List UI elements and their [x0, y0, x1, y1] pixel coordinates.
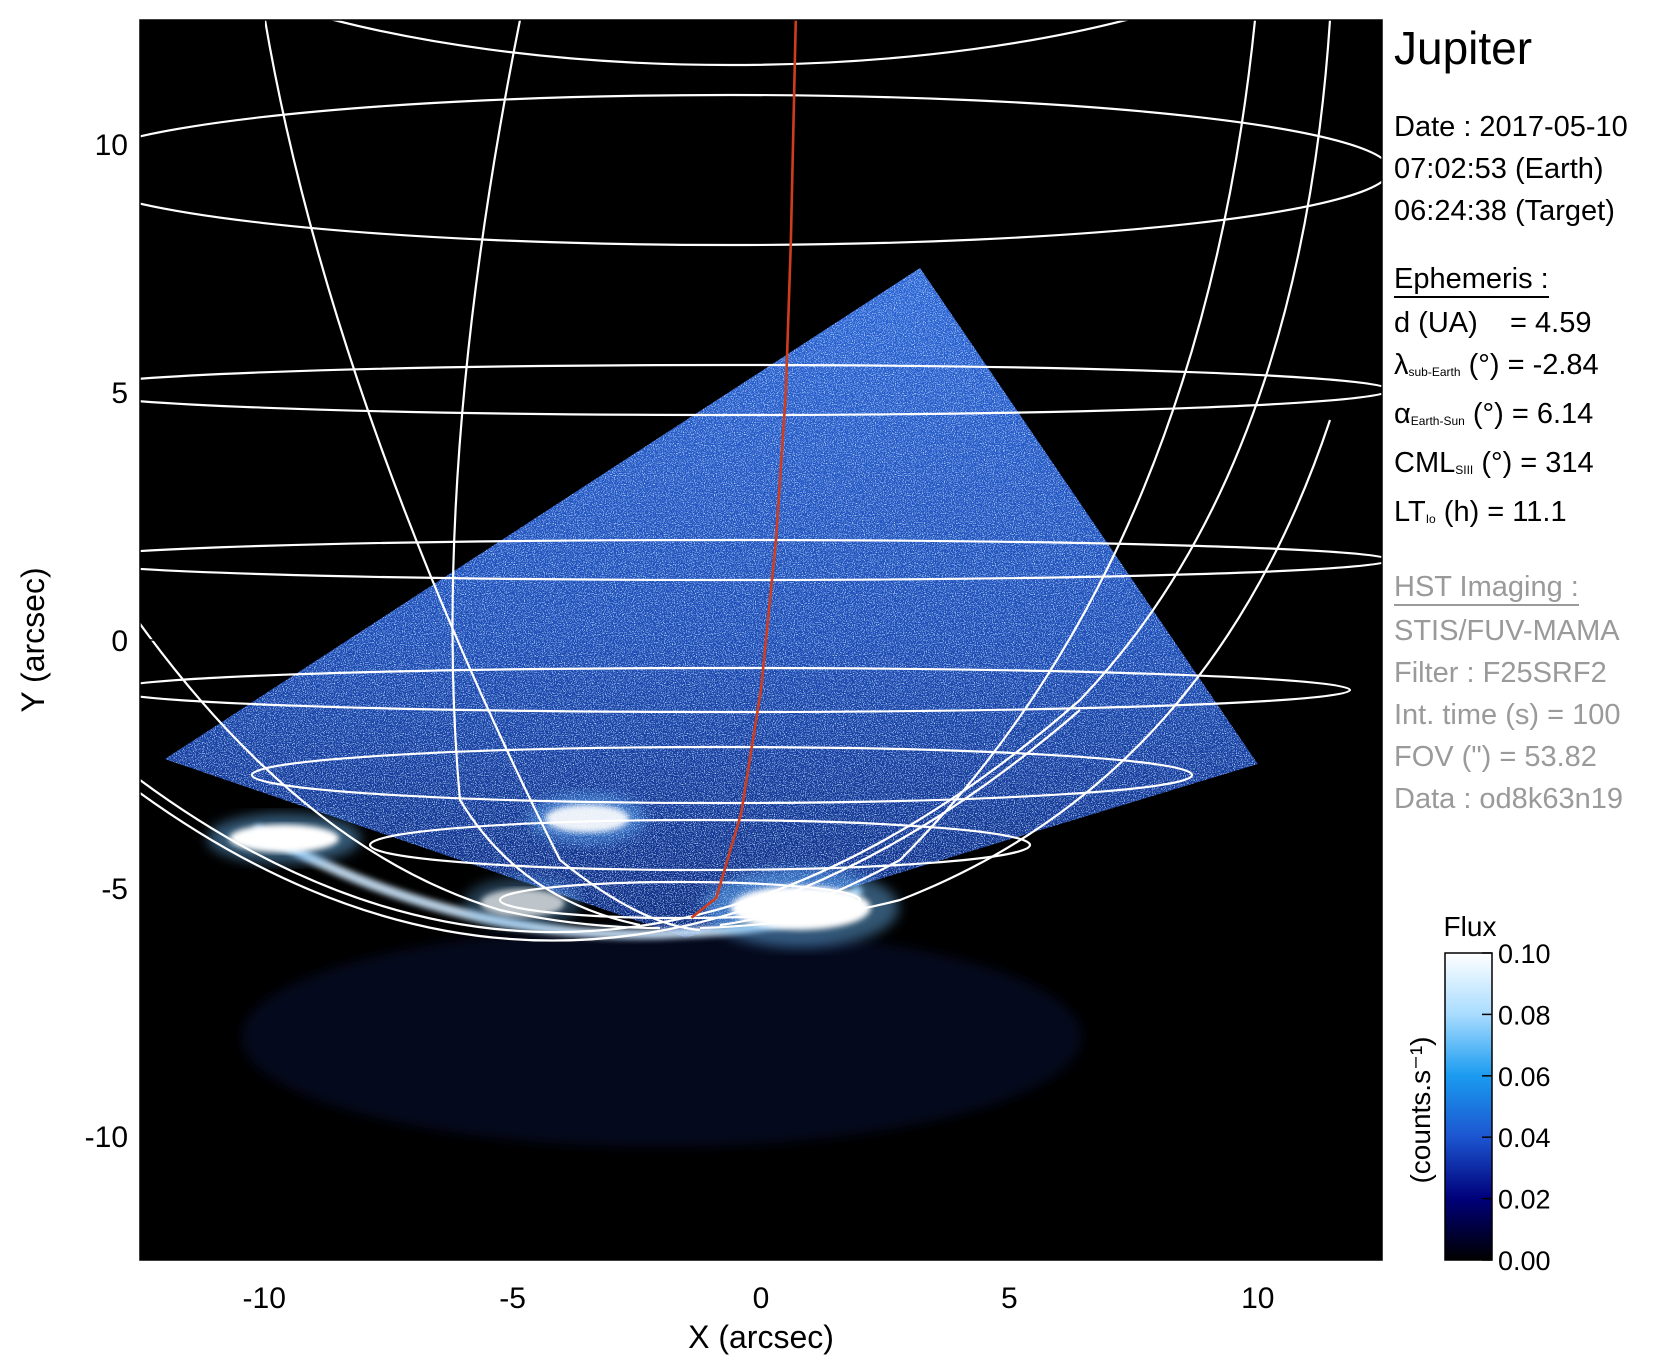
ephem-cml: CMLSIII (°) = 314 — [1394, 447, 1594, 479]
x-axis-ticks: -10 -5 0 5 10 — [243, 20, 1274, 1315]
y-axis-ticks: 10 5 0 -5 -10 — [85, 129, 1382, 1154]
colorbar-tick-label: 0.06 — [1498, 1062, 1551, 1092]
lat-line — [368, 818, 1032, 872]
x-tick-label: 0 — [753, 1282, 770, 1315]
lon-line — [140, 621, 661, 930]
emission-spot — [730, 885, 871, 930]
lat-line — [329, 20, 1131, 67]
ephem-lt: LTIo (h) = 11.1 — [1394, 496, 1567, 528]
ephem-alpha: αEarth-Sun (°) = 6.14 — [1394, 398, 1594, 430]
lat-lon-grid — [140, 20, 1382, 942]
observation-footprint — [164, 268, 1258, 1147]
hst-fov: FOV (") = 53.82 — [1394, 741, 1597, 773]
y-tick-label: 0 — [111, 625, 128, 658]
colorbar-title: Flux — [1444, 911, 1497, 942]
lat-line — [140, 93, 1382, 247]
colorbar — [1444, 952, 1493, 1261]
hst-header: HST Imaging : — [1394, 570, 1579, 606]
limb — [140, 709, 1081, 942]
x-axis-label: X (arcsec) — [688, 1319, 834, 1355]
lat-line — [140, 363, 1382, 417]
hst-int-time: Int. time (s) = 100 — [1394, 699, 1621, 731]
date-line: Date : 2017-05-10 — [1394, 111, 1628, 143]
limb — [140, 20, 1332, 934]
emission-spot — [229, 824, 340, 853]
colorbar-tick-label: 0.08 — [1498, 1000, 1551, 1030]
lat-line — [140, 538, 1382, 582]
colorbar-tick-label: 0.02 — [1498, 1185, 1551, 1215]
emission-spot — [545, 804, 630, 833]
y-tick-label: -5 — [101, 873, 128, 906]
y-tick-label: 10 — [95, 129, 128, 162]
lon-line — [719, 20, 1257, 927]
hst-data: Data : od8k63n19 — [1394, 783, 1623, 815]
hst-instrument: STIS/FUV-MAMA — [1394, 615, 1620, 647]
io-footpath — [690, 20, 798, 919]
lon-line — [263, 20, 701, 932]
x-tick-label: -10 — [243, 1282, 286, 1315]
target-time: 06:24:38 (Target) — [1394, 195, 1615, 227]
ephem-lambda: λsub-Earth (°) = -2.84 — [1394, 349, 1599, 381]
y-tick-label: -10 — [85, 1121, 128, 1154]
footprint-noise — [164, 268, 1258, 938]
y-tick-label: 5 — [111, 377, 128, 410]
auroral-emission — [207, 793, 899, 948]
ephem-distance: d (UA) = 4.59 — [1394, 307, 1592, 339]
y-axis-label: Y (arcsec) — [15, 567, 51, 712]
hst-filter: Filter : F25SRF2 — [1394, 657, 1607, 689]
planet-title: Jupiter — [1394, 22, 1533, 74]
x-tick-label: -5 — [499, 1282, 526, 1315]
colorbar-tick-label: 0.04 — [1498, 1123, 1551, 1153]
info-panel: Jupiter Date : 2017-05-10 07:02:53 (Eart… — [1394, 20, 1674, 820]
ephemeris-header: Ephemeris : — [1394, 262, 1549, 298]
x-tick-label: 10 — [1241, 1282, 1274, 1315]
lat-line — [250, 745, 1194, 805]
colorbar-tick-label: 0.10 — [1498, 939, 1551, 969]
x-tick-label: 5 — [1001, 1282, 1018, 1315]
colorbar-ticks: 0.10 0.08 0.06 0.04 0.02 0.00 — [1482, 939, 1551, 1276]
lon-line — [451, 20, 641, 927]
colorbar-tick-label: 0.00 — [1498, 1246, 1551, 1276]
lon-line — [699, 419, 1332, 930]
colorbar-label: (counts.s⁻¹) — [1405, 1036, 1436, 1183]
earth-time: 07:02:53 (Earth) — [1394, 153, 1604, 185]
background-glow — [241, 926, 1082, 1147]
lat-line — [140, 666, 1351, 714]
